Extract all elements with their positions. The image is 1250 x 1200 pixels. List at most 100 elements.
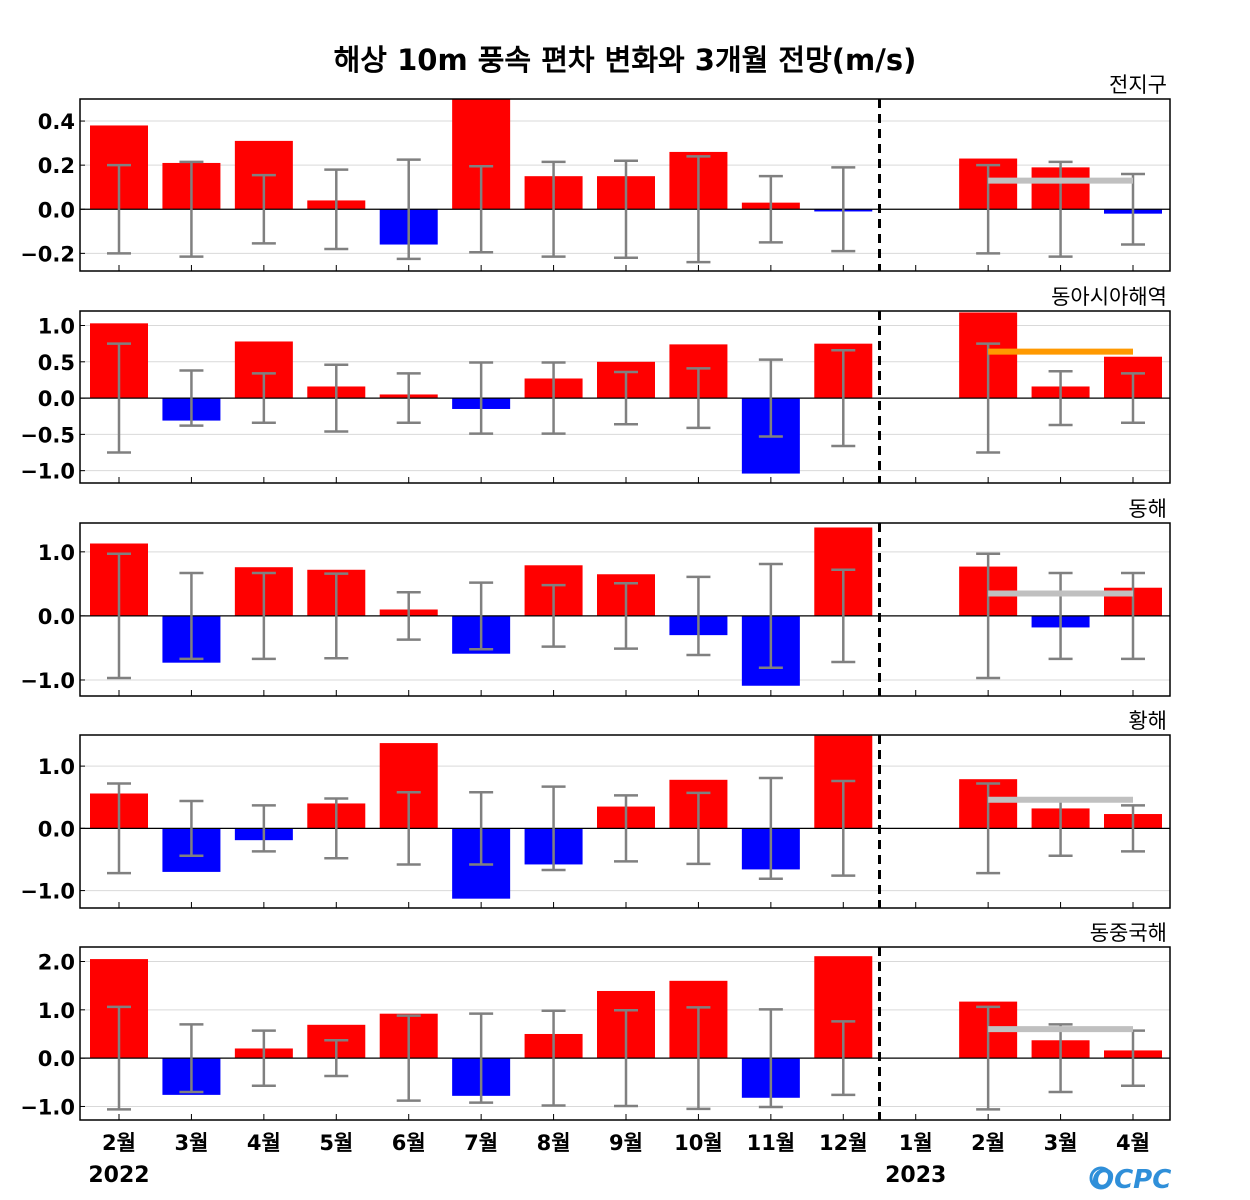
y-tick-label: 0.0	[38, 605, 75, 629]
y-tick-label: −1.0	[20, 460, 75, 484]
x-tick-label: 10월	[674, 1131, 723, 1155]
y-tick-label: 1.0	[38, 755, 75, 779]
x-axis: 2월 3월 4월 5월 6월 7월 8월 9월 10월 11월 12월 1월 2월 3월 4월 2022 202…	[88, 1131, 1150, 1188]
x-tick-label: 12월	[819, 1131, 868, 1155]
panel-4: 황해 1.0 0.0 −1.0	[20, 709, 1171, 909]
y-tick-label: 1.0	[38, 999, 75, 1023]
year-label: 2023	[885, 1163, 946, 1188]
x-tick-label: 9월	[609, 1131, 643, 1155]
x-tick-label: 1월	[899, 1131, 933, 1155]
panel-frame	[79, 946, 1171, 1121]
logo-globe-icon	[1089, 1166, 1113, 1190]
error-bar	[758, 174, 783, 244]
error-bar	[179, 160, 204, 258]
y-tick-label: 0.5	[38, 351, 75, 375]
panel-title: 동아시아해역	[1051, 285, 1167, 309]
x-tick-label: 7월	[464, 1131, 498, 1155]
y-tick-label: 2.0	[38, 950, 75, 974]
error-bar	[614, 370, 638, 426]
panel-2: 동아시아해역 1.0 0.5 0.0 −0.5 −1.0	[20, 285, 1171, 484]
error-bar	[686, 367, 711, 430]
panel-frame	[79, 522, 1171, 697]
error-bar	[686, 155, 711, 264]
error-bar	[831, 166, 856, 253]
x-tick-label: 8월	[537, 1131, 571, 1155]
error-bar	[324, 572, 349, 660]
error-bar	[324, 1039, 349, 1078]
error-bar	[179, 571, 204, 661]
error-bar	[541, 1009, 566, 1107]
error-bar	[541, 583, 566, 648]
error-bar	[396, 590, 421, 641]
y-tick-label: 0.2	[38, 154, 75, 178]
panel-title: 동해	[1128, 497, 1167, 521]
error-bar	[251, 804, 276, 853]
y-tick-label: 0.0	[38, 387, 75, 411]
error-bar	[107, 552, 131, 680]
error-bar	[324, 168, 349, 251]
panel-title: 전지구	[1109, 73, 1167, 97]
error-bar	[469, 165, 494, 254]
panel-3: 동해 1.0 0.0 −1.0	[20, 497, 1171, 697]
panel-title: 동중국해	[1090, 921, 1167, 945]
error-bar	[758, 776, 783, 881]
error-bar	[614, 159, 638, 260]
y-tick-label: 0.0	[38, 198, 75, 222]
chart-title: 해상 10m 풍속 편차 변화와 3개월 전망(m/s)	[334, 43, 917, 77]
error-bar	[831, 779, 856, 877]
x-tick-label: 6월	[392, 1131, 426, 1155]
panel-frame	[79, 310, 1171, 484]
error-bar	[179, 799, 204, 857]
error-bar	[107, 342, 131, 454]
x-tick-label: 2월	[102, 1131, 136, 1155]
year-label: 2022	[88, 1163, 149, 1188]
chart-panels: 전지구0.40.20.0−0.2동아시아해역1.00.50.0−0.5−1.0동…	[20, 73, 1171, 1121]
x-tick-label: 3월	[174, 1131, 208, 1155]
panel-frame	[79, 98, 1171, 272]
error-bar	[686, 1006, 711, 1111]
error-bar	[976, 342, 1001, 454]
y-tick-label: −1.0	[20, 1095, 75, 1119]
error-bar	[469, 581, 494, 651]
y-tick-label: −1.0	[20, 880, 75, 904]
y-tick-label: 1.0	[38, 541, 75, 565]
y-tick-label: 1.0	[38, 315, 75, 339]
x-tick-label: 3월	[1044, 1131, 1078, 1155]
error-bar	[469, 791, 494, 866]
error-bar	[324, 797, 349, 860]
error-bar	[758, 562, 783, 670]
error-bar	[251, 173, 276, 245]
error-bar	[614, 1009, 638, 1108]
error-bar	[541, 361, 566, 435]
error-bar	[251, 372, 276, 425]
error-bar	[1121, 372, 1145, 425]
panel-frame	[79, 734, 1171, 909]
y-tick-label: −0.2	[20, 242, 75, 266]
y-tick-label: −0.5	[20, 423, 75, 447]
error-bar	[179, 369, 204, 427]
error-bar	[469, 361, 494, 435]
x-tick-label: 2월	[971, 1131, 1005, 1155]
error-bar	[469, 1012, 494, 1104]
error-bar	[976, 1005, 1001, 1111]
error-bar	[686, 575, 711, 657]
error-bar	[831, 568, 856, 664]
error-bar	[396, 1014, 421, 1102]
error-bar	[758, 358, 783, 438]
error-bar	[541, 160, 566, 258]
error-bar	[1048, 369, 1073, 427]
error-bar	[251, 571, 276, 661]
error-bar	[1121, 571, 1145, 661]
error-bar	[396, 372, 421, 425]
x-tick-label: 11월	[747, 1131, 796, 1155]
panel-title: 황해	[1128, 709, 1167, 733]
y-tick-label: 0.0	[38, 817, 75, 841]
error-bar	[324, 363, 349, 433]
error-bar	[1048, 571, 1073, 661]
ocpc-logo: OCPC	[1089, 1165, 1171, 1195]
x-tick-label: 4월	[247, 1131, 281, 1155]
error-bar	[107, 163, 131, 255]
x-tick-label: 4월	[1116, 1131, 1150, 1155]
error-bar	[976, 552, 1001, 680]
